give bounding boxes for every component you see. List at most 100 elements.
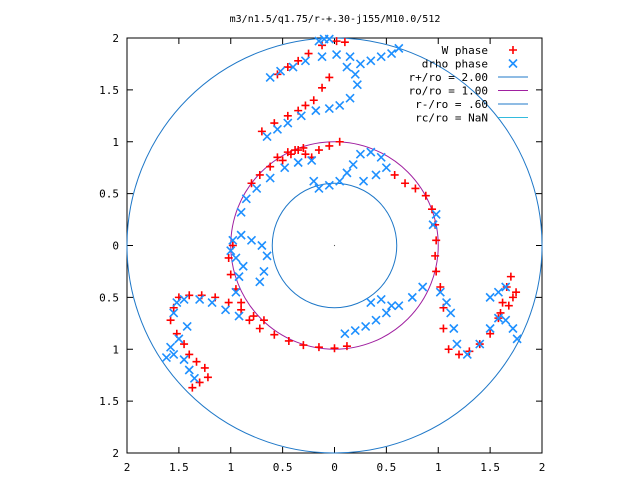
x-tick-label-7: 1.5 [480,461,500,474]
point-1-81 [340,329,350,339]
x-tick-label-4: 0 [331,461,338,474]
axis-ticks: 2 1.5 1 0.5 0 0.5 1 1.5 221.510.500.511.52 [99,32,545,474]
point-1-74 [418,282,428,292]
chart-title: m3/n1.5/q1.75/r-+.30-j155/M10.0/512 [230,14,441,25]
point-1-39 [348,160,358,170]
point-1-93 [493,313,503,323]
point-1-63 [345,52,355,62]
series-0 [166,37,521,392]
point-1-75 [407,292,417,302]
point-0-38 [273,153,282,162]
point-0-50 [301,101,310,110]
point-1-54 [352,80,362,90]
point-0-26 [284,336,293,345]
point-0-39 [283,148,292,157]
point-1-69 [314,36,324,46]
point-1-77 [381,308,391,318]
point-0-16 [249,312,258,321]
point-0-70 [436,283,445,291]
legend-label-0: W phase [442,44,488,57]
point-1-66 [376,52,386,62]
point-1-31 [280,163,290,173]
point-1-50 [311,106,321,116]
point-1-87 [446,308,456,318]
point-1-92 [485,323,495,334]
point-0-41 [301,150,310,159]
point-1-99 [501,282,511,292]
point-1-30 [265,173,275,183]
point-1-98 [493,287,503,297]
point-0-11 [185,291,194,300]
point-1-52 [335,100,345,111]
point-1-26 [255,277,265,287]
y-tick-label-1: 1.5 [99,84,119,97]
point-1-80 [350,326,360,336]
point-1-36 [324,180,334,190]
point-0-59 [332,37,341,46]
point-1-58 [275,66,286,76]
point-1-27 [236,207,246,217]
point-0-57 [304,49,313,58]
point-1-16 [234,272,244,282]
point-1-43 [381,163,391,173]
point-1-7 [182,321,192,331]
point-0-31 [247,179,256,188]
point-1-65 [366,56,376,66]
data-series [161,34,522,392]
point-0-69 [432,267,441,276]
x-tick-label-0: 2 [124,461,131,474]
point-1-95 [508,323,518,334]
point-0-32 [255,170,264,179]
point-1-78 [371,315,381,325]
point-0-24 [255,324,264,333]
x-tick-label-6: 1 [435,461,442,474]
point-0-8 [166,316,175,325]
point-0-5 [185,350,194,359]
y-tick-label-4: 0 [112,240,119,253]
point-1-11 [195,294,205,305]
point-1-97 [485,292,495,302]
point-0-85 [512,288,521,297]
point-1-82 [366,297,376,308]
point-1-15 [231,287,241,297]
point-1-49 [296,111,306,121]
point-0-48 [283,111,292,120]
legend-label-1: drho phase [422,58,488,71]
point-0-46 [257,127,266,136]
point-1-14 [234,311,244,321]
point-0-17 [259,316,268,325]
point-1-35 [314,183,324,194]
point-0-73 [444,345,453,354]
point-1-24 [262,251,272,261]
point-0-81 [506,272,515,281]
point-1-18 [231,253,241,263]
point-0-30 [342,342,351,351]
point-0-43 [314,146,323,155]
point-0-21 [224,253,233,262]
point-1-96 [512,334,522,344]
point-1-60 [300,56,311,66]
point-0-51 [309,96,318,105]
x-tick-label-8: 2 [539,461,546,474]
point-0-40 [291,146,300,155]
point-0-61 [390,170,399,179]
legend-label-5: rc/ro = NaN [415,112,488,125]
legend-label-4: r-/ro = .60 [415,98,488,111]
point-0-67 [432,236,441,245]
point-0-6 [180,340,189,349]
point-1-17 [238,261,248,271]
point-0-68 [431,251,440,260]
point-1-67 [386,48,397,59]
point-0-84 [508,293,517,302]
y-tick-label-8: 2 [112,447,119,460]
x-tick-label-2: 1 [227,461,234,474]
point-1-10 [179,294,189,305]
point-1-89 [452,339,462,349]
point-0-14 [224,298,233,307]
point-1-38 [342,168,352,178]
point-0-28 [314,343,323,352]
point-0-33 [266,162,275,171]
point-1-46 [262,131,272,142]
legend-label-2: r+/ro = 2.00 [409,71,488,84]
point-1-33 [307,155,317,165]
